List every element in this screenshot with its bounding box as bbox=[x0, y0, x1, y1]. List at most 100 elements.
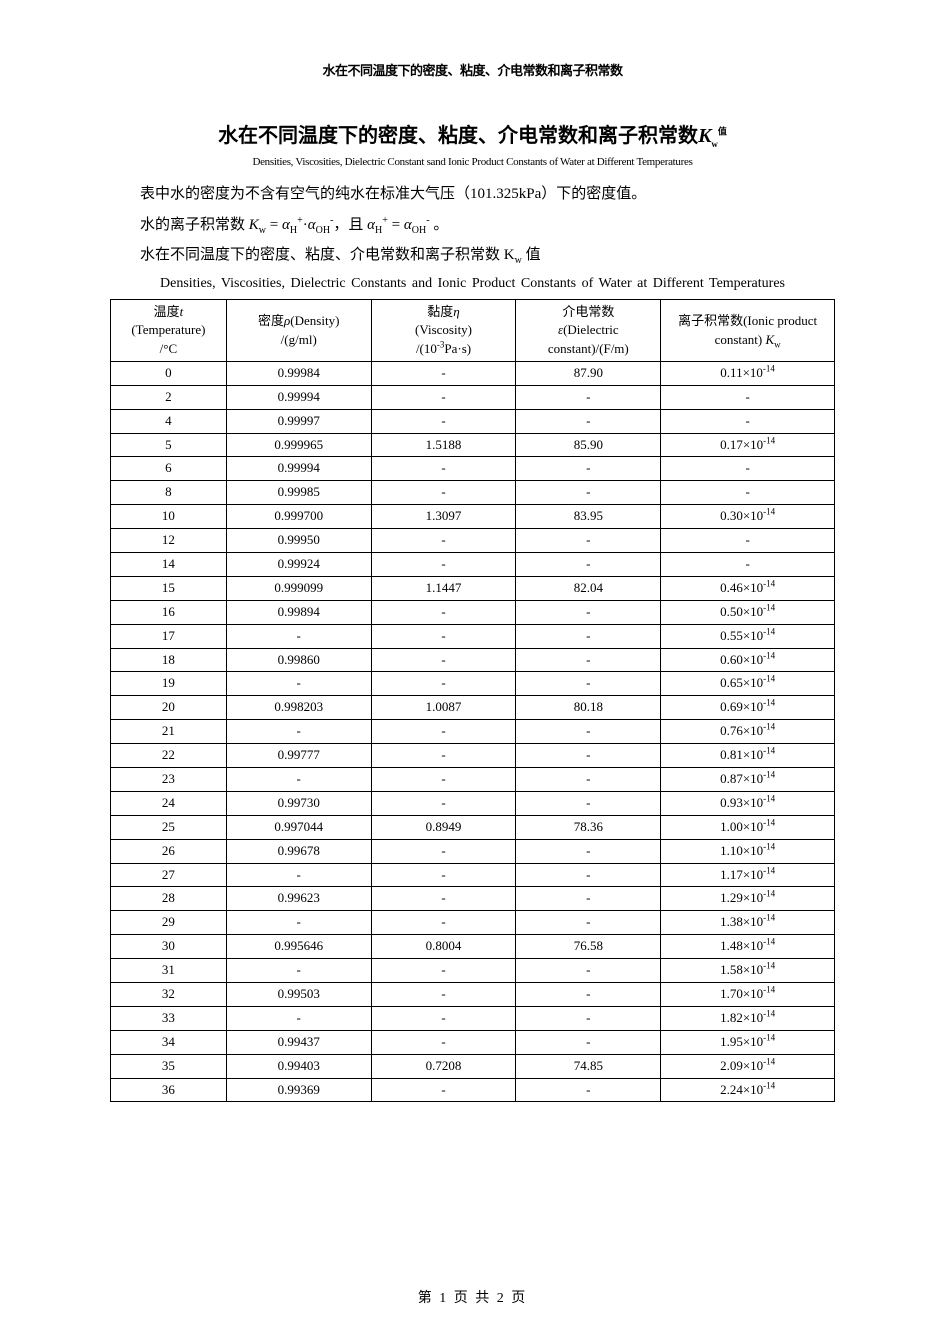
cell-ionic-product: 0.60×10-14 bbox=[661, 648, 835, 672]
cell-temperature: 10 bbox=[111, 505, 227, 529]
cell-temperature: 33 bbox=[111, 1006, 227, 1030]
cell-dielectric: - bbox=[516, 409, 661, 433]
cell-ionic-product: 0.87×10-14 bbox=[661, 768, 835, 792]
th-dens-cn: 密度 bbox=[258, 313, 284, 328]
cell-ionic-product: 0.17×10-14 bbox=[661, 433, 835, 457]
th-ionic-cn: 离子积常数(Ionic product constant) bbox=[678, 313, 817, 346]
cell-viscosity: - bbox=[371, 791, 516, 815]
cell-dielectric: 83.95 bbox=[516, 505, 661, 529]
table-row: 140.99924--- bbox=[111, 552, 835, 576]
cell-temperature: 14 bbox=[111, 552, 227, 576]
page-running-header: 水在不同温度下的密度、粘度、介电常数和离子积常数 bbox=[110, 60, 835, 79]
table-row: 150.9990991.144782.040.46×10-14 bbox=[111, 576, 835, 600]
cell-density: - bbox=[226, 768, 371, 792]
cell-temperature: 15 bbox=[111, 576, 227, 600]
caption-cn-suffix: 值 bbox=[522, 247, 541, 263]
cell-viscosity: - bbox=[371, 600, 516, 624]
cell-density: - bbox=[226, 911, 371, 935]
cell-dielectric: - bbox=[516, 457, 661, 481]
column-header-viscosity: 黏度η (Viscosity) /(10-3Pa·s) bbox=[371, 300, 516, 362]
cell-viscosity: - bbox=[371, 1006, 516, 1030]
table-row: 31---1.58×10-14 bbox=[111, 959, 835, 983]
cell-temperature: 29 bbox=[111, 911, 227, 935]
cell-density: 0.99924 bbox=[226, 552, 371, 576]
cell-density: - bbox=[226, 959, 371, 983]
cell-viscosity: - bbox=[371, 672, 516, 696]
table-row: 220.99777--0.81×10-14 bbox=[111, 744, 835, 768]
cell-density: 0.99860 bbox=[226, 648, 371, 672]
cell-viscosity: 0.8949 bbox=[371, 815, 516, 839]
cell-dielectric: 82.04 bbox=[516, 576, 661, 600]
cell-dielectric: - bbox=[516, 648, 661, 672]
cell-dielectric: - bbox=[516, 481, 661, 505]
table-row: 27---1.17×10-14 bbox=[111, 863, 835, 887]
cell-dielectric: 80.18 bbox=[516, 696, 661, 720]
cell-viscosity: - bbox=[371, 863, 516, 887]
cell-temperature: 24 bbox=[111, 791, 227, 815]
cell-ionic-product: 0.81×10-14 bbox=[661, 744, 835, 768]
cell-density: 0.99369 bbox=[226, 1078, 371, 1102]
cell-ionic-product: 0.76×10-14 bbox=[661, 720, 835, 744]
cell-viscosity: - bbox=[371, 648, 516, 672]
table-caption-chinese: 水在不同温度下的密度、粘度、介电常数和离子积常数 Kw 值 bbox=[110, 241, 835, 270]
cell-ionic-product: - bbox=[661, 457, 835, 481]
cell-ionic-product: 0.65×10-14 bbox=[661, 672, 835, 696]
table-row: 19---0.65×10-14 bbox=[111, 672, 835, 696]
th-ionic-sub: w bbox=[774, 339, 781, 349]
table-row: 100.9997001.309783.950.30×10-14 bbox=[111, 505, 835, 529]
cell-dielectric: - bbox=[516, 791, 661, 815]
cell-ionic-product: - bbox=[661, 409, 835, 433]
cell-viscosity: - bbox=[371, 744, 516, 768]
table-row: 200.9982031.008780.180.69×10-14 bbox=[111, 696, 835, 720]
table-row: 50.9999651.518885.900.17×10-14 bbox=[111, 433, 835, 457]
cell-ionic-product: 2.24×10-14 bbox=[661, 1078, 835, 1102]
title-kw-subscript: w bbox=[711, 139, 718, 149]
table-row: 300.9956460.800476.581.48×10-14 bbox=[111, 935, 835, 959]
table-row: 320.99503--1.70×10-14 bbox=[111, 983, 835, 1007]
cell-density: 0.99503 bbox=[226, 983, 371, 1007]
cell-viscosity: - bbox=[371, 887, 516, 911]
table-body: 00.99984-87.900.11×10-1420.99994---40.99… bbox=[111, 361, 835, 1102]
cell-dielectric: - bbox=[516, 959, 661, 983]
cell-ionic-product: 0.55×10-14 bbox=[661, 624, 835, 648]
cell-temperature: 19 bbox=[111, 672, 227, 696]
cell-temperature: 31 bbox=[111, 959, 227, 983]
cell-ionic-product: 0.69×10-14 bbox=[661, 696, 835, 720]
cell-ionic-product: 1.70×10-14 bbox=[661, 983, 835, 1007]
cell-viscosity: - bbox=[371, 983, 516, 1007]
table-caption-english: Densities, Viscosities, Dielectric Const… bbox=[110, 272, 835, 296]
cell-dielectric: 78.36 bbox=[516, 815, 661, 839]
th-temp-var: t bbox=[180, 304, 184, 319]
cell-viscosity: - bbox=[371, 959, 516, 983]
cell-temperature: 5 bbox=[111, 433, 227, 457]
cell-temperature: 36 bbox=[111, 1078, 227, 1102]
table-row: 360.99369--2.24×10-14 bbox=[111, 1078, 835, 1102]
cell-dielectric: - bbox=[516, 768, 661, 792]
cell-dielectric: - bbox=[516, 1006, 661, 1030]
cell-ionic-product: - bbox=[661, 385, 835, 409]
table-row: 160.99894--0.50×10-14 bbox=[111, 600, 835, 624]
cell-viscosity: - bbox=[371, 624, 516, 648]
cell-density: 0.99950 bbox=[226, 529, 371, 553]
cell-viscosity: - bbox=[371, 1030, 516, 1054]
cell-dielectric: - bbox=[516, 672, 661, 696]
table-row: 250.9970440.894978.361.00×10-14 bbox=[111, 815, 835, 839]
cell-ionic-product: 1.29×10-14 bbox=[661, 887, 835, 911]
cell-temperature: 22 bbox=[111, 744, 227, 768]
table-row: 120.99950--- bbox=[111, 529, 835, 553]
cell-viscosity: - bbox=[371, 1078, 516, 1102]
cell-ionic-product: 1.82×10-14 bbox=[661, 1006, 835, 1030]
cell-viscosity: - bbox=[371, 768, 516, 792]
cell-dielectric: - bbox=[516, 1030, 661, 1054]
cell-density: - bbox=[226, 672, 371, 696]
table-row: 21---0.76×10-14 bbox=[111, 720, 835, 744]
cell-viscosity: - bbox=[371, 457, 516, 481]
table-row: 260.99678--1.10×10-14 bbox=[111, 839, 835, 863]
cell-viscosity: - bbox=[371, 481, 516, 505]
cell-density: - bbox=[226, 720, 371, 744]
th-diel-cn: 介电常数 bbox=[562, 304, 614, 319]
cell-ionic-product: 0.93×10-14 bbox=[661, 791, 835, 815]
cell-viscosity: - bbox=[371, 361, 516, 385]
cell-temperature: 17 bbox=[111, 624, 227, 648]
column-header-temperature: 温度t (Temperature) /°C bbox=[111, 300, 227, 362]
